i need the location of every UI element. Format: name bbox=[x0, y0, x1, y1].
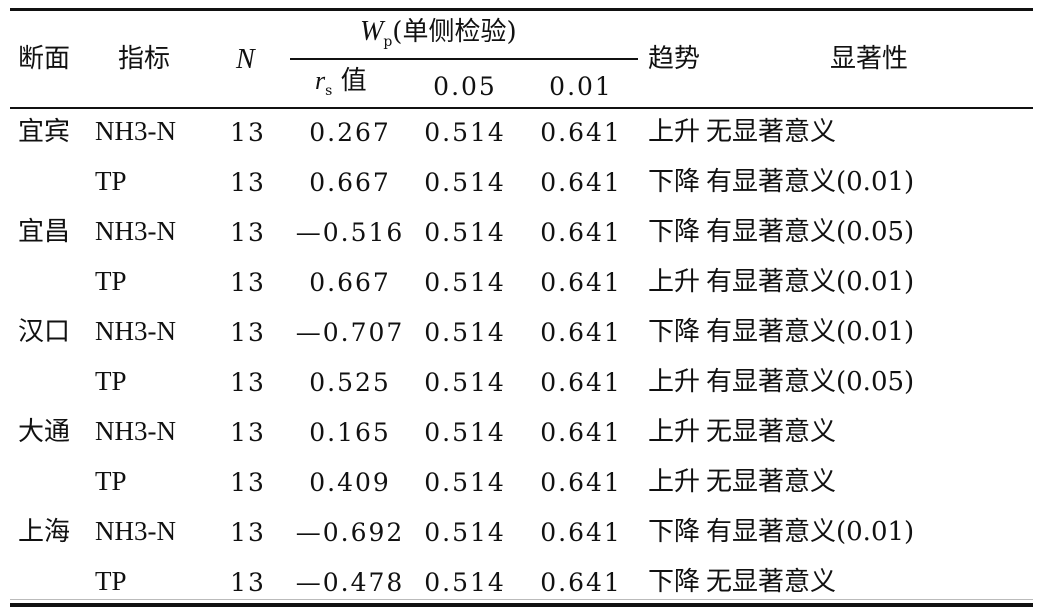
row-station: 汉口 bbox=[18, 317, 71, 347]
bottom-rule-thin bbox=[10, 599, 1033, 600]
header-trend: 趋势 bbox=[648, 44, 701, 74]
wp-span-rule bbox=[290, 58, 638, 60]
row-p01: 0.641 bbox=[540, 368, 622, 397]
row-significance: 有显著意义(0.01) bbox=[706, 517, 915, 547]
header-indicator: 指标 bbox=[118, 44, 171, 74]
row-indicator: TP bbox=[95, 266, 127, 296]
header-significance: 显著性 bbox=[830, 44, 909, 74]
row-significance: 无显著意义 bbox=[706, 117, 837, 147]
row-trend: 下降 bbox=[648, 517, 701, 547]
row-rs: —0.692 bbox=[295, 518, 405, 547]
row-indicator: TP bbox=[95, 166, 127, 196]
row-n: 13 bbox=[230, 118, 266, 147]
row-p05: 0.514 bbox=[424, 268, 506, 297]
header-rs-symbol: r bbox=[315, 66, 326, 95]
row-p05: 0.514 bbox=[424, 218, 506, 247]
row-p01: 0.641 bbox=[540, 168, 622, 197]
row-p05: 0.514 bbox=[424, 418, 506, 447]
row-trend: 上升 bbox=[648, 267, 701, 297]
row-rs: 0.525 bbox=[309, 368, 391, 397]
row-n: 13 bbox=[230, 268, 266, 297]
row-n: 13 bbox=[230, 568, 266, 597]
row-rs: 0.165 bbox=[309, 418, 391, 447]
header-rs: rs 值 bbox=[315, 66, 367, 99]
row-trend: 上升 bbox=[648, 367, 701, 397]
row-significance: 有显著意义(0.05) bbox=[706, 367, 915, 397]
row-n: 13 bbox=[230, 318, 266, 347]
header-n: N bbox=[236, 44, 255, 75]
bottom-rule bbox=[10, 603, 1033, 607]
row-significance: 无显著意义 bbox=[706, 567, 837, 597]
row-indicator: NH3-N bbox=[95, 416, 176, 446]
row-significance: 有显著意义(0.01) bbox=[706, 267, 915, 297]
row-station: 宜宾 bbox=[18, 117, 71, 147]
row-significance: 有显著意义(0.05) bbox=[706, 217, 915, 247]
row-indicator: NH3-N bbox=[95, 316, 176, 346]
row-indicator: TP bbox=[95, 466, 127, 496]
row-trend: 下降 bbox=[648, 567, 701, 597]
row-rs: 0.667 bbox=[309, 168, 391, 197]
row-n: 13 bbox=[230, 468, 266, 497]
row-n: 13 bbox=[230, 368, 266, 397]
row-p01: 0.641 bbox=[540, 118, 622, 147]
row-p05: 0.514 bbox=[424, 318, 506, 347]
header-wp-symbol: W bbox=[360, 16, 384, 47]
row-n: 13 bbox=[230, 418, 266, 447]
row-p05: 0.514 bbox=[424, 468, 506, 497]
top-rule bbox=[10, 8, 1033, 11]
row-rs: —0.478 bbox=[295, 568, 405, 597]
row-p01: 0.641 bbox=[540, 518, 622, 547]
row-trend: 下降 bbox=[648, 167, 701, 197]
row-rs: 0.267 bbox=[309, 118, 391, 147]
row-trend: 上升 bbox=[648, 417, 701, 447]
row-p01: 0.641 bbox=[540, 418, 622, 447]
row-rs: 0.667 bbox=[309, 268, 391, 297]
header-wp-note: (单侧检验) bbox=[392, 17, 517, 47]
row-trend: 下降 bbox=[648, 217, 701, 247]
row-indicator: NH3-N bbox=[95, 116, 176, 146]
row-trend: 上升 bbox=[648, 467, 701, 497]
row-p05: 0.514 bbox=[424, 368, 506, 397]
row-significance: 无显著意义 bbox=[706, 467, 837, 497]
row-station: 大通 bbox=[18, 417, 71, 447]
row-n: 13 bbox=[230, 518, 266, 547]
row-p05: 0.514 bbox=[424, 518, 506, 547]
row-rs: —0.516 bbox=[295, 218, 405, 247]
row-significance: 无显著意义 bbox=[706, 417, 837, 447]
row-p01: 0.641 bbox=[540, 218, 622, 247]
row-significance: 有显著意义(0.01) bbox=[706, 317, 915, 347]
row-indicator: NH3-N bbox=[95, 516, 176, 546]
header-rs-subscript: s bbox=[325, 83, 333, 99]
row-p05: 0.514 bbox=[424, 568, 506, 597]
row-trend: 上升 bbox=[648, 117, 701, 147]
row-station: 宜昌 bbox=[18, 217, 71, 247]
header-bottom-rule bbox=[10, 107, 1033, 109]
row-n: 13 bbox=[230, 168, 266, 197]
row-p05: 0.514 bbox=[424, 118, 506, 147]
row-indicator: TP bbox=[95, 366, 127, 396]
row-p01: 0.641 bbox=[540, 568, 622, 597]
row-n: 13 bbox=[230, 218, 266, 247]
row-indicator: NH3-N bbox=[95, 216, 176, 246]
header-p05: 0.05 bbox=[433, 72, 497, 101]
row-trend: 下降 bbox=[648, 317, 701, 347]
header-wp-subscript: p bbox=[383, 34, 393, 50]
row-p01: 0.641 bbox=[540, 468, 622, 497]
row-p01: 0.641 bbox=[540, 268, 622, 297]
row-significance: 有显著意义(0.01) bbox=[706, 167, 915, 197]
header-station: 断面 bbox=[18, 44, 71, 74]
header-rs-suffix: 值 bbox=[340, 66, 367, 96]
header-p01: 0.01 bbox=[549, 72, 613, 101]
row-rs: —0.707 bbox=[295, 318, 405, 347]
row-rs: 0.409 bbox=[309, 468, 391, 497]
row-indicator: TP bbox=[95, 566, 127, 596]
row-p01: 0.641 bbox=[540, 318, 622, 347]
header-wp: Wp(单侧检验) bbox=[360, 16, 517, 50]
row-p05: 0.514 bbox=[424, 168, 506, 197]
row-station: 上海 bbox=[18, 517, 71, 547]
